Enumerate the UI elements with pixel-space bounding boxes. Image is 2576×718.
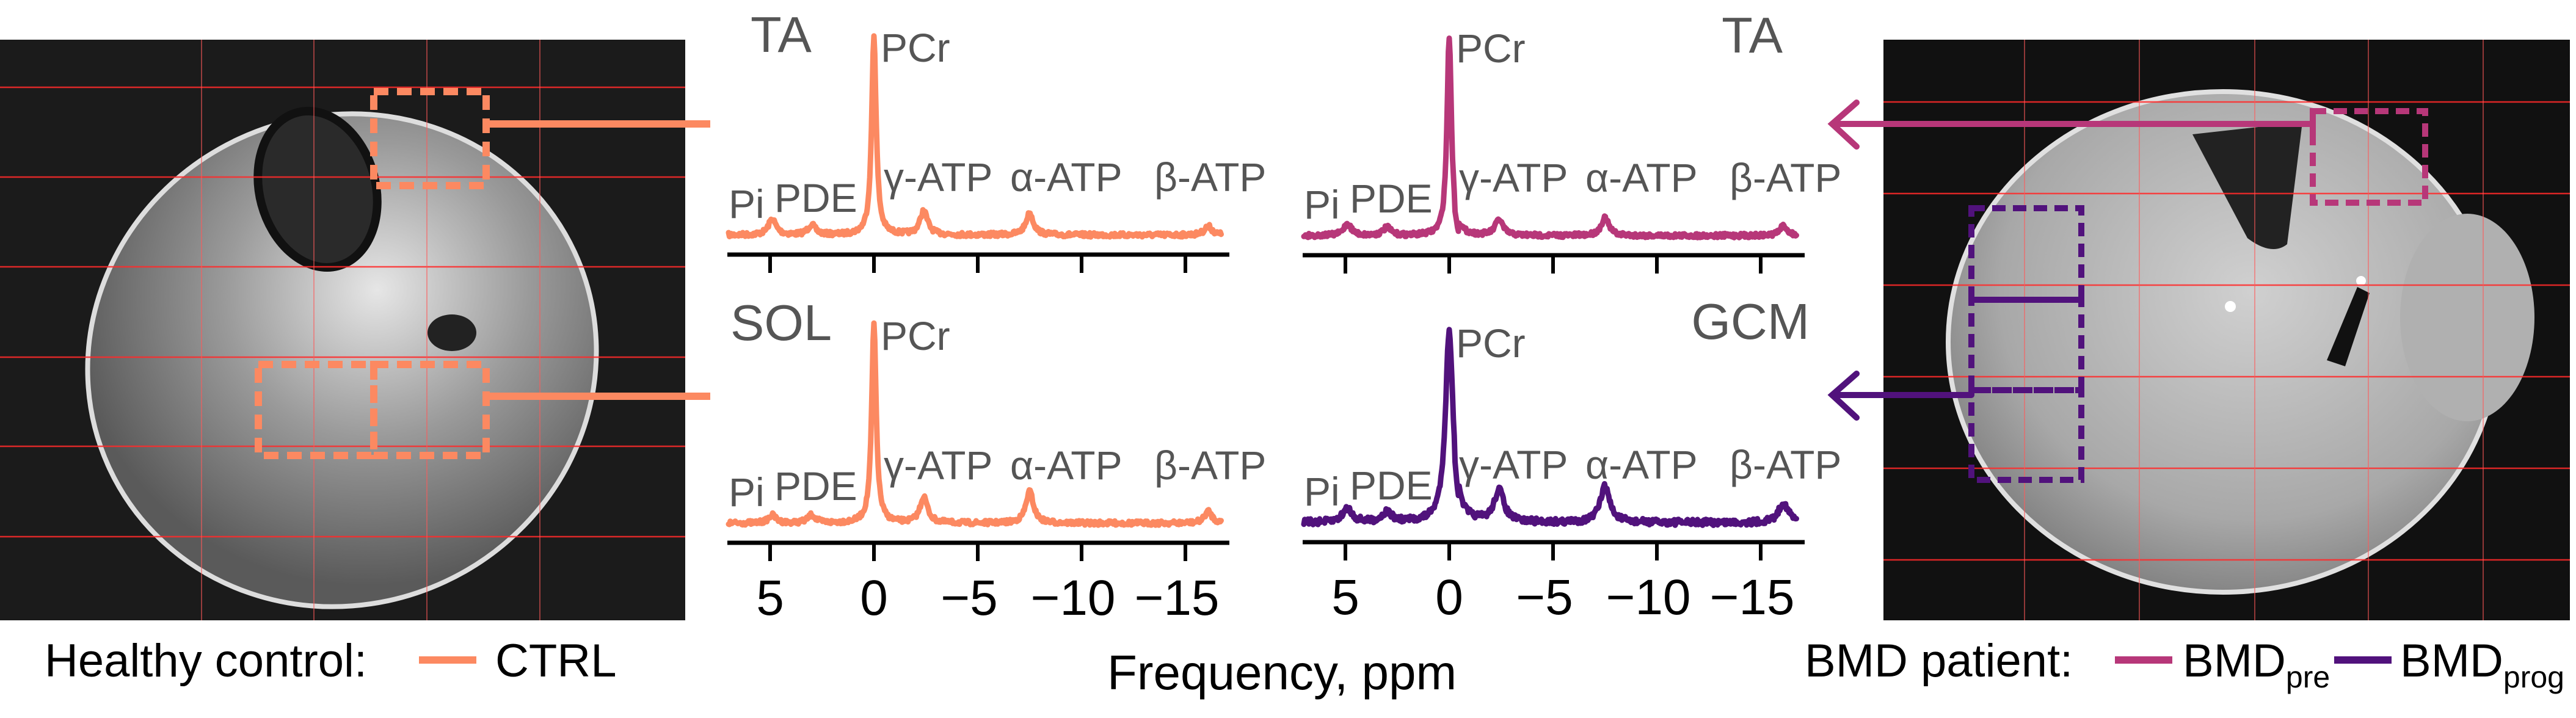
panel-title: TA: [751, 6, 812, 63]
legend-title: Healthy control:: [45, 635, 367, 687]
peak-label: β-ATP: [1154, 154, 1266, 200]
legend-label-sub: pre: [2286, 660, 2330, 694]
peak-label: β-ATP: [1730, 442, 1841, 487]
legend-bmd-patient: BMD patient: BMDpre BMDprog: [1805, 635, 2564, 694]
spectrum-panel-sol-ctrl: 5 0 −5 −10 −15 SOL Pi PDE PCr γ-ATP α-ATP β-ATP: [726, 294, 1266, 626]
legend-label-sub: prog: [2503, 660, 2564, 694]
peak-label: PCr: [881, 313, 950, 358]
peak-label: PDE: [774, 463, 857, 509]
spectrum-panel-ta-ctrl: TA Pi PDE PCr γ-ATP α-ATP β-ATP: [726, 6, 1266, 273]
peak-label: PCr: [1456, 321, 1526, 366]
csi-grid-overlay: [0, 40, 685, 620]
peak-label: Pi: [1304, 182, 1340, 227]
x-axis-label: Frequency, ppm: [1107, 645, 1457, 700]
legend-label-bmd-prog: BMDprog: [2400, 635, 2564, 694]
peak-label: β-ATP: [1730, 155, 1841, 200]
spectrum-trace: [1301, 35, 1799, 241]
peak-label: PCr: [1456, 26, 1526, 71]
peak-label: α-ATP: [1010, 154, 1122, 200]
peak-label: Pi: [1304, 469, 1340, 514]
arrow-head-icon: [1827, 371, 1860, 421]
peak-label: α-ATP: [1585, 155, 1698, 200]
peak-label: Pi: [729, 470, 765, 515]
peak-label: γ-ATP: [884, 443, 992, 488]
arrow-ta-bmd: [1827, 100, 2316, 150]
x-tick-label: −5: [1516, 570, 1573, 625]
x-tick-label: 0: [1435, 570, 1463, 625]
voi-box-gcm-bmd: [1968, 205, 2084, 483]
spectrum-trace: [726, 320, 1224, 528]
legend-swatch-bmd-pre: [2115, 656, 2172, 664]
legend-label-bmd-pre: BMDpre: [2183, 635, 2330, 694]
x-tick-label: −5: [941, 570, 998, 626]
peak-label: γ-ATP: [1459, 155, 1568, 200]
legend-title: BMD patient:: [1805, 635, 2073, 687]
x-tick-label: −15: [1709, 570, 1794, 625]
voi-box-sol: [255, 361, 490, 459]
voi-box-ta-bmd: [2310, 108, 2428, 206]
panel-title: GCM: [1691, 293, 1810, 350]
peak-label: γ-ATP: [884, 154, 992, 200]
x-tick-label: −10: [1030, 570, 1115, 626]
spectrum-panel-ta-bmd-pre: TA Pi PDE PCr γ-ATP α-ATP β-ATP: [1301, 7, 1841, 274]
legend-label-main: BMD: [2183, 635, 2286, 687]
mri-image-bmd-patient: [1883, 40, 2570, 620]
peak-label: α-ATP: [1010, 443, 1122, 488]
panel-title: TA: [1722, 7, 1783, 63]
legend-label-ctrl: CTRL: [495, 635, 616, 687]
x-tick-label: −15: [1134, 570, 1219, 626]
peak-label: PDE: [774, 175, 857, 220]
panel-title: SOL: [730, 294, 832, 351]
legend-healthy-control: Healthy control: CTRL: [45, 635, 616, 687]
arrow-head-icon: [1827, 100, 1860, 150]
voi-box-ta: [370, 88, 490, 189]
peak-label: β-ATP: [1154, 443, 1266, 488]
x-tick-label: 5: [756, 570, 784, 626]
peak-label: PCr: [881, 25, 950, 70]
x-tick-label: 0: [860, 570, 888, 626]
legend-swatch-bmd-prog: [2334, 656, 2392, 664]
peak-label: PDE: [1350, 176, 1433, 221]
x-tick-label: −10: [1606, 570, 1690, 625]
csi-grid-overlay: [1883, 40, 2570, 620]
peak-label: Pi: [729, 181, 765, 227]
spectrum-trace: [726, 33, 1224, 240]
x-tick-label: 5: [1331, 570, 1359, 625]
spectrum-panel-gcm-bmd-prog: 5 0 −5 −10 −15 GCM Pi PDE PCr γ-ATP α-ATP β-ATP: [1301, 293, 1841, 625]
legend-label-main: BMD: [2400, 635, 2503, 687]
arrow-gcm-bmd: [1827, 371, 1974, 421]
spectrum-trace: [1301, 327, 1799, 528]
peak-label: γ-ATP: [1459, 442, 1568, 487]
peak-label: α-ATP: [1585, 442, 1698, 487]
legend-swatch-ctrl: [419, 656, 476, 664]
mri-image-healthy-control: [0, 40, 685, 620]
peak-label: PDE: [1350, 463, 1433, 508]
